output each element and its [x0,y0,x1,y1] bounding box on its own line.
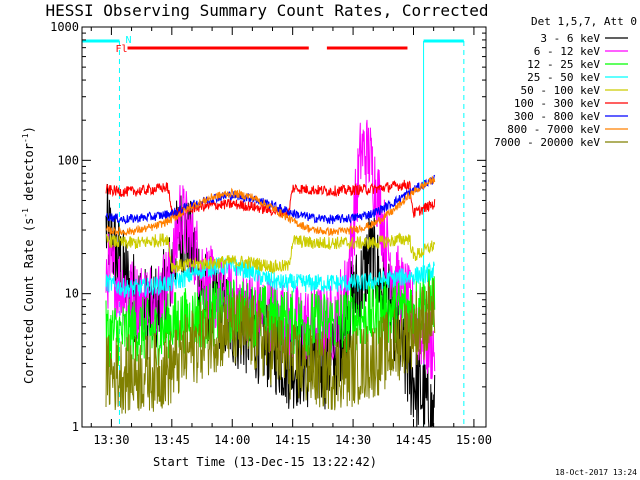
plot-frame [81,26,487,428]
legend-header: Det 1,5,7, Att 0 [531,15,637,28]
legend-label: 25 - 50 keV [527,71,600,84]
x-tick-label: 15:00 [456,433,492,447]
y-axis-label-end: ) [22,126,36,133]
series-line-7 [105,175,436,237]
y-axis-label-mid: detector [22,143,36,208]
legend-label: 100 - 300 keV [514,97,600,110]
series-line-5 [105,179,436,219]
x-tick-label: 14:00 [214,433,250,447]
x-axis-label: Start Time (13-Dec-15 13:22:42) [153,455,377,469]
legend-label: 300 - 800 keV [514,110,600,123]
x-axis: 13:30 13:45 14:00 14:15 14:30 14:45 15:00 [90,27,492,447]
flare-flag-label: Fl [116,44,128,55]
y-tick-label: 1 [72,420,79,434]
night-flag-label: N [125,35,131,46]
legend-label: 3 - 6 keV [540,32,600,45]
legend-label: 6 - 12 keV [534,45,601,58]
x-tick-label: 14:45 [395,433,431,447]
y-axis-label-sup2: -1 [21,133,30,143]
legend-label: 50 - 100 keV [521,84,601,97]
series-line-3 [105,257,436,299]
legend-label: 800 - 7000 keV [507,123,600,136]
x-tick-label: 14:30 [335,433,371,447]
series-lines [105,119,436,428]
x-tick-label: 14:15 [275,433,311,447]
y-axis: 1 10 100 1000 [50,20,486,434]
chart-title: HESSI Observing Summary Count Rates, Cor… [45,1,488,20]
series-line-8 [105,280,436,414]
y-tick-label: 10 [65,287,79,301]
y-tick-label: 1000 [50,20,79,34]
legend-label: 7000 - 20000 keV [494,136,600,149]
y-axis-label-sup1: -1 [21,208,30,218]
timestamp: 18-Oct-2017 13:24 [555,468,637,477]
y-axis-label-main: Corrected Count Rate (s [22,218,36,384]
x-tick-label: 13:30 [93,433,129,447]
x-tick-label: 13:45 [154,433,190,447]
series-line-2 [105,269,436,368]
legend-label: 12 - 25 keV [527,58,600,71]
y-axis-label: Corrected Count Rate (s-1 detector-1) [21,126,36,384]
series-line-4 [105,232,436,275]
y-tick-label: 100 [57,153,79,167]
